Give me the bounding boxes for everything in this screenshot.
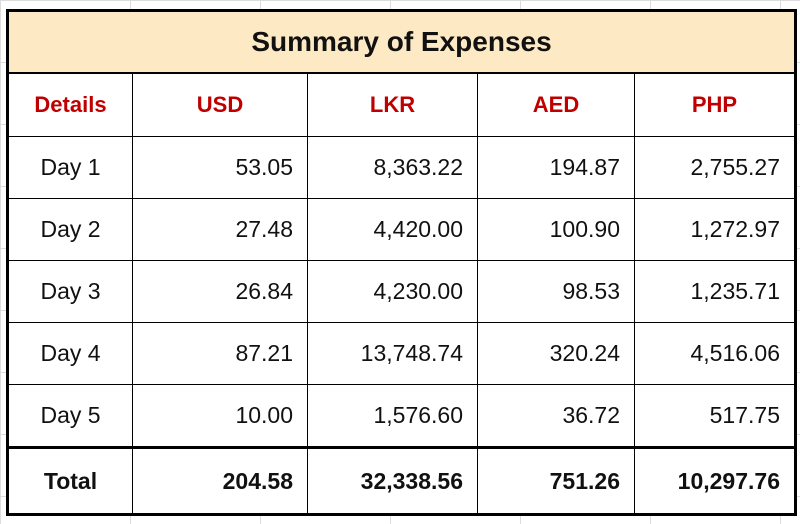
- cell-lkr[interactable]: 1,576.60: [307, 384, 478, 448]
- cell-usd[interactable]: 87.21: [132, 322, 308, 385]
- total-usd[interactable]: 204.58: [132, 446, 308, 515]
- total-row: Total 204.58 32,338.56 751.26 10,297.76: [7, 446, 796, 515]
- title-row: Summary of Expenses: [7, 10, 796, 74]
- cell-lkr[interactable]: 4,420.00: [307, 198, 478, 261]
- cell-lkr[interactable]: 8,363.22: [307, 136, 478, 199]
- expenses-summary-table: Summary of Expenses Details USD LKR AED …: [6, 9, 797, 516]
- header-details[interactable]: Details: [7, 72, 133, 137]
- cell-usd[interactable]: 27.48: [132, 198, 308, 261]
- header-usd[interactable]: USD: [132, 72, 308, 137]
- cell-lkr[interactable]: 13,748.74: [307, 322, 478, 385]
- cell-aed[interactable]: 36.72: [477, 384, 635, 448]
- cell-php[interactable]: 517.75: [634, 384, 796, 448]
- header-aed[interactable]: AED: [477, 72, 635, 137]
- total-aed[interactable]: 751.26: [477, 446, 635, 515]
- cell-php[interactable]: 4,516.06: [634, 322, 796, 385]
- table-row: Day 2 27.48 4,420.00 100.90 1,272.97: [7, 198, 796, 261]
- total-php[interactable]: 10,297.76: [634, 446, 796, 515]
- row-label[interactable]: Day 1: [7, 136, 133, 199]
- total-label[interactable]: Total: [7, 446, 133, 515]
- cell-lkr[interactable]: 4,230.00: [307, 260, 478, 323]
- row-label[interactable]: Day 3: [7, 260, 133, 323]
- table-row: Day 1 53.05 8,363.22 194.87 2,755.27: [7, 136, 796, 199]
- table-title[interactable]: Summary of Expenses: [7, 10, 796, 74]
- cell-aed[interactable]: 98.53: [477, 260, 635, 323]
- cell-aed[interactable]: 100.90: [477, 198, 635, 261]
- cell-php[interactable]: 1,272.97: [634, 198, 796, 261]
- row-label[interactable]: Day 4: [7, 322, 133, 385]
- table-row: Day 4 87.21 13,748.74 320.24 4,516.06: [7, 322, 796, 385]
- header-lkr[interactable]: LKR: [307, 72, 478, 137]
- cell-usd[interactable]: 53.05: [132, 136, 308, 199]
- cell-usd[interactable]: 26.84: [132, 260, 308, 323]
- cell-aed[interactable]: 320.24: [477, 322, 635, 385]
- table-row: Day 5 10.00 1,576.60 36.72 517.75: [7, 384, 796, 448]
- cell-php[interactable]: 1,235.71: [634, 260, 796, 323]
- total-lkr[interactable]: 32,338.56: [307, 446, 478, 515]
- row-label[interactable]: Day 2: [7, 198, 133, 261]
- header-row: Details USD LKR AED PHP: [7, 72, 796, 137]
- table-row: Day 3 26.84 4,230.00 98.53 1,235.71: [7, 260, 796, 323]
- cell-php[interactable]: 2,755.27: [634, 136, 796, 199]
- cell-aed[interactable]: 194.87: [477, 136, 635, 199]
- row-label[interactable]: Day 5: [7, 384, 133, 448]
- header-php[interactable]: PHP: [634, 72, 796, 137]
- cell-usd[interactable]: 10.00: [132, 384, 308, 448]
